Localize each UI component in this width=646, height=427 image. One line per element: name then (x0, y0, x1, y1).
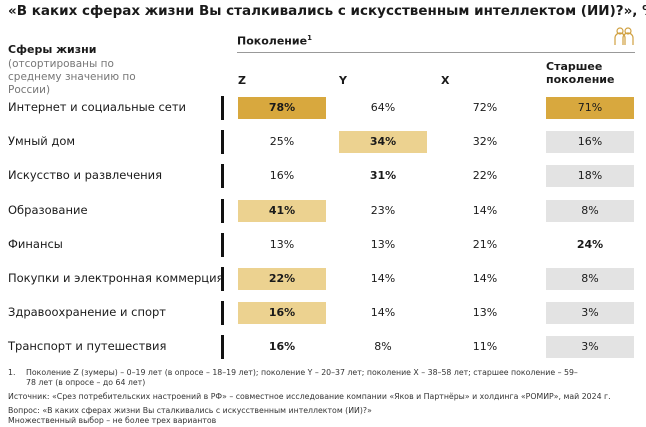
row-bar (221, 335, 224, 360)
cell: 32% (472, 135, 498, 149)
row-bar (221, 164, 224, 189)
row-label: Искусство и развлечения (8, 168, 163, 183)
row-label: Транспорт и путешествия (8, 339, 167, 354)
column-header: Z (238, 74, 246, 87)
column-header: X (441, 74, 450, 87)
row-label: Умный дом (8, 134, 76, 149)
cell: 22% (238, 268, 326, 290)
row-bar (221, 130, 224, 155)
cell: 16% (238, 302, 326, 325)
column-header: Y (339, 74, 347, 87)
cell: 71% (546, 97, 634, 119)
cell: 23% (370, 203, 396, 217)
people-icon (614, 27, 634, 45)
cell: 14% (370, 306, 396, 320)
cell: 8% (546, 199, 634, 222)
cell: 25% (269, 135, 295, 149)
row-label: Финансы (8, 236, 63, 251)
cell: 16% (546, 131, 634, 154)
cell: 64% (370, 101, 396, 114)
cell: 13% (269, 237, 295, 251)
row-label: Здравоохранение и спорт (8, 305, 166, 320)
cell: 8% (546, 268, 634, 290)
cell: 14% (472, 272, 498, 285)
cell: 24% (576, 237, 604, 251)
source: Источник: «Срез потребительских настроен… (8, 392, 611, 401)
row-label: Покупки и электронная коммерция (8, 271, 224, 285)
row-header-note: (отсортированы по среднему значению по Р… (8, 58, 136, 96)
question: Вопрос: «В каких сферах жизни Вы сталкив… (8, 406, 372, 415)
row-bar (221, 96, 224, 120)
row-bar (221, 267, 224, 291)
cell: 8% (374, 340, 392, 354)
cell: 13% (370, 237, 396, 251)
footnote-mark: 1 (307, 34, 312, 42)
cell: 34% (339, 131, 427, 154)
cell: 72% (472, 101, 498, 114)
row-bar (221, 232, 224, 257)
group-label: Поколение (237, 34, 308, 48)
row-label: Образование (8, 202, 88, 217)
row-header: Сферы жизни (8, 43, 97, 56)
footnote: Поколение Z (зумеры) – 0–19 лет (в опрос… (26, 368, 578, 387)
footnote-mark: 1. (8, 368, 16, 377)
cell: 31% (369, 169, 397, 183)
cell: 14% (472, 203, 498, 217)
cell: 18% (546, 165, 634, 188)
group-header: Поколение1 (237, 34, 312, 48)
cell: 78% (238, 97, 326, 119)
cell: 41% (238, 199, 326, 222)
cell: 11% (472, 340, 498, 354)
cell: 21% (472, 237, 498, 251)
cell: 13% (472, 306, 498, 320)
title: «В каких сферах жизни Вы сталкивались с … (8, 3, 646, 19)
cell: 3% (546, 336, 634, 359)
group-rule (237, 52, 635, 53)
row-label: Интернет и социальные сети (8, 100, 187, 114)
cell: 22% (472, 169, 498, 183)
cell: 3% (546, 302, 634, 325)
row-bar (221, 301, 224, 326)
column-header: Старшее поколение (546, 60, 615, 86)
row-bar (221, 198, 224, 223)
cell: 16% (269, 169, 295, 183)
choice-note: Множественный выбор – не более трех вари… (8, 416, 217, 425)
cell: 16% (268, 340, 296, 354)
cell: 14% (370, 272, 396, 285)
